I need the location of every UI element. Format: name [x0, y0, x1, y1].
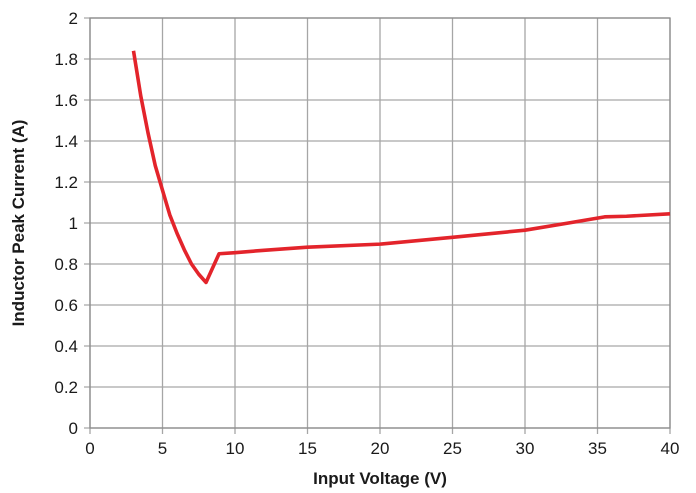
y-tick-label: 1.8 [54, 50, 78, 69]
x-tick-label: 0 [85, 439, 94, 458]
x-tick-label: 40 [661, 439, 680, 458]
x-tick-label: 20 [371, 439, 390, 458]
y-tick-label: 2 [69, 9, 78, 28]
y-tick-label: 1.6 [54, 91, 78, 110]
x-tick-label: 10 [226, 439, 245, 458]
series-line [131, 50, 671, 285]
tick-labels: 0 5 10 15 20 25 30 35 40 0 0.2 0.4 0.6 0.8 1 1.2 1.4 1.6 1… [54, 9, 679, 458]
series [131, 50, 671, 285]
y-tick-label: 0.4 [54, 337, 78, 356]
x-tick-label: 15 [298, 439, 317, 458]
y-tick-label: 0 [69, 419, 78, 438]
x-axis-label: Input Voltage (V) [313, 469, 447, 488]
grid [84, 17, 671, 434]
y-axis-label: Inductor Peak Current (A) [9, 120, 28, 327]
y-tick-label: 1.2 [54, 173, 78, 192]
x-tick-label: 25 [443, 439, 462, 458]
y-tick-label: 1 [69, 214, 78, 233]
y-tick-label: 0.2 [54, 378, 78, 397]
x-tick-label: 35 [588, 439, 607, 458]
plot-frame [89, 17, 671, 429]
x-tick-label: 5 [158, 439, 167, 458]
x-tick-label: 30 [516, 439, 535, 458]
y-tick-label: 0.6 [54, 296, 78, 315]
y-tick-label: 0.8 [54, 255, 78, 274]
y-tick-label: 1.4 [54, 132, 78, 151]
